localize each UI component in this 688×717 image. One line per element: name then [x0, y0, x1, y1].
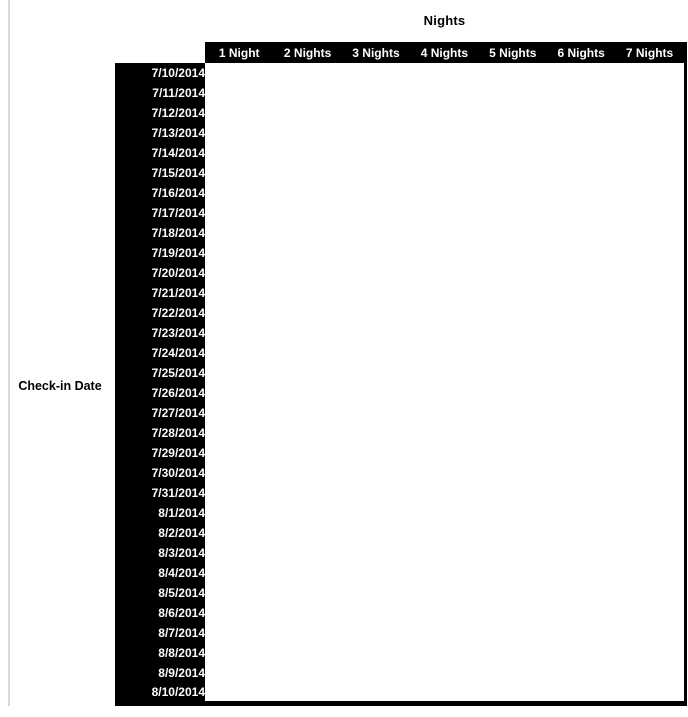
- table-row: 8/9/2014: [115, 663, 685, 683]
- row-header-date[interactable]: 7/27/2014: [115, 403, 205, 423]
- table-row: 7/11/2014: [115, 83, 685, 103]
- table-row: 8/2/2014: [115, 523, 685, 543]
- table-row: 7/18/2014: [115, 223, 685, 243]
- table-row: 7/31/2014: [115, 483, 685, 503]
- table-row: 7/29/2014: [115, 443, 685, 463]
- row-header-date[interactable]: 7/11/2014: [115, 83, 205, 103]
- table-row: 7/27/2014: [115, 403, 685, 423]
- row-header-date[interactable]: 8/1/2014: [115, 503, 205, 523]
- row-axis-label: Check-in Date: [18, 379, 102, 393]
- table-row: 7/22/2014: [115, 303, 685, 323]
- row-header-date[interactable]: 8/8/2014: [115, 643, 205, 663]
- row-header-date[interactable]: 7/19/2014: [115, 243, 205, 263]
- row-header-date[interactable]: 8/6/2014: [115, 603, 205, 623]
- table-row: 7/25/2014: [115, 363, 685, 383]
- row-header-date[interactable]: 8/7/2014: [115, 623, 205, 643]
- row-header-date[interactable]: 7/15/2014: [115, 163, 205, 183]
- table-row: 7/10/2014: [115, 63, 685, 83]
- column-header-row: 1 Night 2 Nights 3 Nights 4 Nights 5 Nights 6…: [115, 42, 686, 63]
- row-header-date[interactable]: 7/10/2014: [115, 63, 205, 83]
- row-header-date[interactable]: 8/5/2014: [115, 583, 205, 603]
- row-header-date[interactable]: 7/16/2014: [115, 183, 205, 203]
- column-header[interactable]: 7 Nights: [615, 42, 686, 63]
- table-row: 7/13/2014: [115, 123, 685, 143]
- table-row: 8/8/2014: [115, 643, 685, 663]
- corner-cell: [115, 42, 205, 63]
- table-body: 7/10/2014 7/11/2014 7/12/2014 7/13/2014 7/14…: [115, 63, 685, 703]
- column-header[interactable]: 5 Nights: [478, 42, 547, 63]
- column-header[interactable]: 2 Nights: [273, 42, 342, 63]
- table-row: 8/5/2014: [115, 583, 685, 603]
- column-header[interactable]: 3 Nights: [341, 42, 411, 63]
- table-row: 7/26/2014: [115, 383, 685, 403]
- table-row: 8/6/2014: [115, 603, 685, 623]
- column-header[interactable]: 4 Nights: [410, 42, 479, 63]
- table-row: 7/30/2014: [115, 463, 685, 483]
- row-header-date[interactable]: 8/2/2014: [115, 523, 205, 543]
- row-header-date[interactable]: 7/22/2014: [115, 303, 205, 323]
- row-header-date[interactable]: 8/4/2014: [115, 563, 205, 583]
- table-row: 7/24/2014: [115, 343, 685, 363]
- row-header-date[interactable]: 7/18/2014: [115, 223, 205, 243]
- table-row: 7/19/2014: [115, 243, 685, 263]
- row-header-date[interactable]: 7/12/2014: [115, 103, 205, 123]
- row-header-date[interactable]: 8/10/2014: [115, 683, 205, 703]
- pricing-table: 1 Night 2 Nights 3 Nights 4 Nights 5 Nights 6…: [115, 42, 687, 706]
- row-header-date[interactable]: 7/26/2014: [115, 383, 205, 403]
- table-row: 8/10/2014: [115, 683, 685, 703]
- table-header: 1 Night 2 Nights 3 Nights 4 Nights 5 Nights 6…: [115, 42, 686, 63]
- sheet-edge-line: [8, 0, 10, 706]
- table-row: 7/21/2014: [115, 283, 685, 303]
- row-header-date[interactable]: 7/17/2014: [115, 203, 205, 223]
- row-header-date[interactable]: 7/21/2014: [115, 283, 205, 303]
- row-header-date[interactable]: 7/25/2014: [115, 363, 205, 383]
- column-header[interactable]: 1 Night: [205, 42, 274, 63]
- row-header-date[interactable]: 8/9/2014: [115, 663, 205, 683]
- row-header-date[interactable]: 7/29/2014: [115, 443, 205, 463]
- table-row: 8/7/2014: [115, 623, 685, 643]
- row-header-date[interactable]: 7/28/2014: [115, 423, 205, 443]
- table-row: 8/4/2014: [115, 563, 685, 583]
- row-header-date[interactable]: 7/23/2014: [115, 323, 205, 343]
- table-row: 7/28/2014: [115, 423, 685, 443]
- table-row: 7/16/2014: [115, 183, 685, 203]
- row-header-date[interactable]: 7/31/2014: [115, 483, 205, 503]
- table-row: 7/17/2014: [115, 203, 685, 223]
- table-row: 7/14/2014: [115, 143, 685, 163]
- row-header-date[interactable]: 7/20/2014: [115, 263, 205, 283]
- row-header-date[interactable]: 7/24/2014: [115, 343, 205, 363]
- table-row: 7/12/2014: [115, 103, 685, 123]
- table-row: 8/3/2014: [115, 543, 685, 563]
- row-header-date[interactable]: 8/3/2014: [115, 543, 205, 563]
- row-header-date[interactable]: 7/14/2014: [115, 143, 205, 163]
- row-header-date[interactable]: 7/13/2014: [115, 123, 205, 143]
- table-row: 8/1/2014: [115, 503, 685, 523]
- table-row: 7/20/2014: [115, 263, 685, 283]
- row-header-date[interactable]: 7/30/2014: [115, 463, 205, 483]
- table-row: 7/23/2014: [115, 323, 685, 343]
- table-row: 7/15/2014: [115, 163, 685, 183]
- table-title: Nights: [423, 13, 466, 28]
- column-header[interactable]: 6 Nights: [546, 42, 616, 63]
